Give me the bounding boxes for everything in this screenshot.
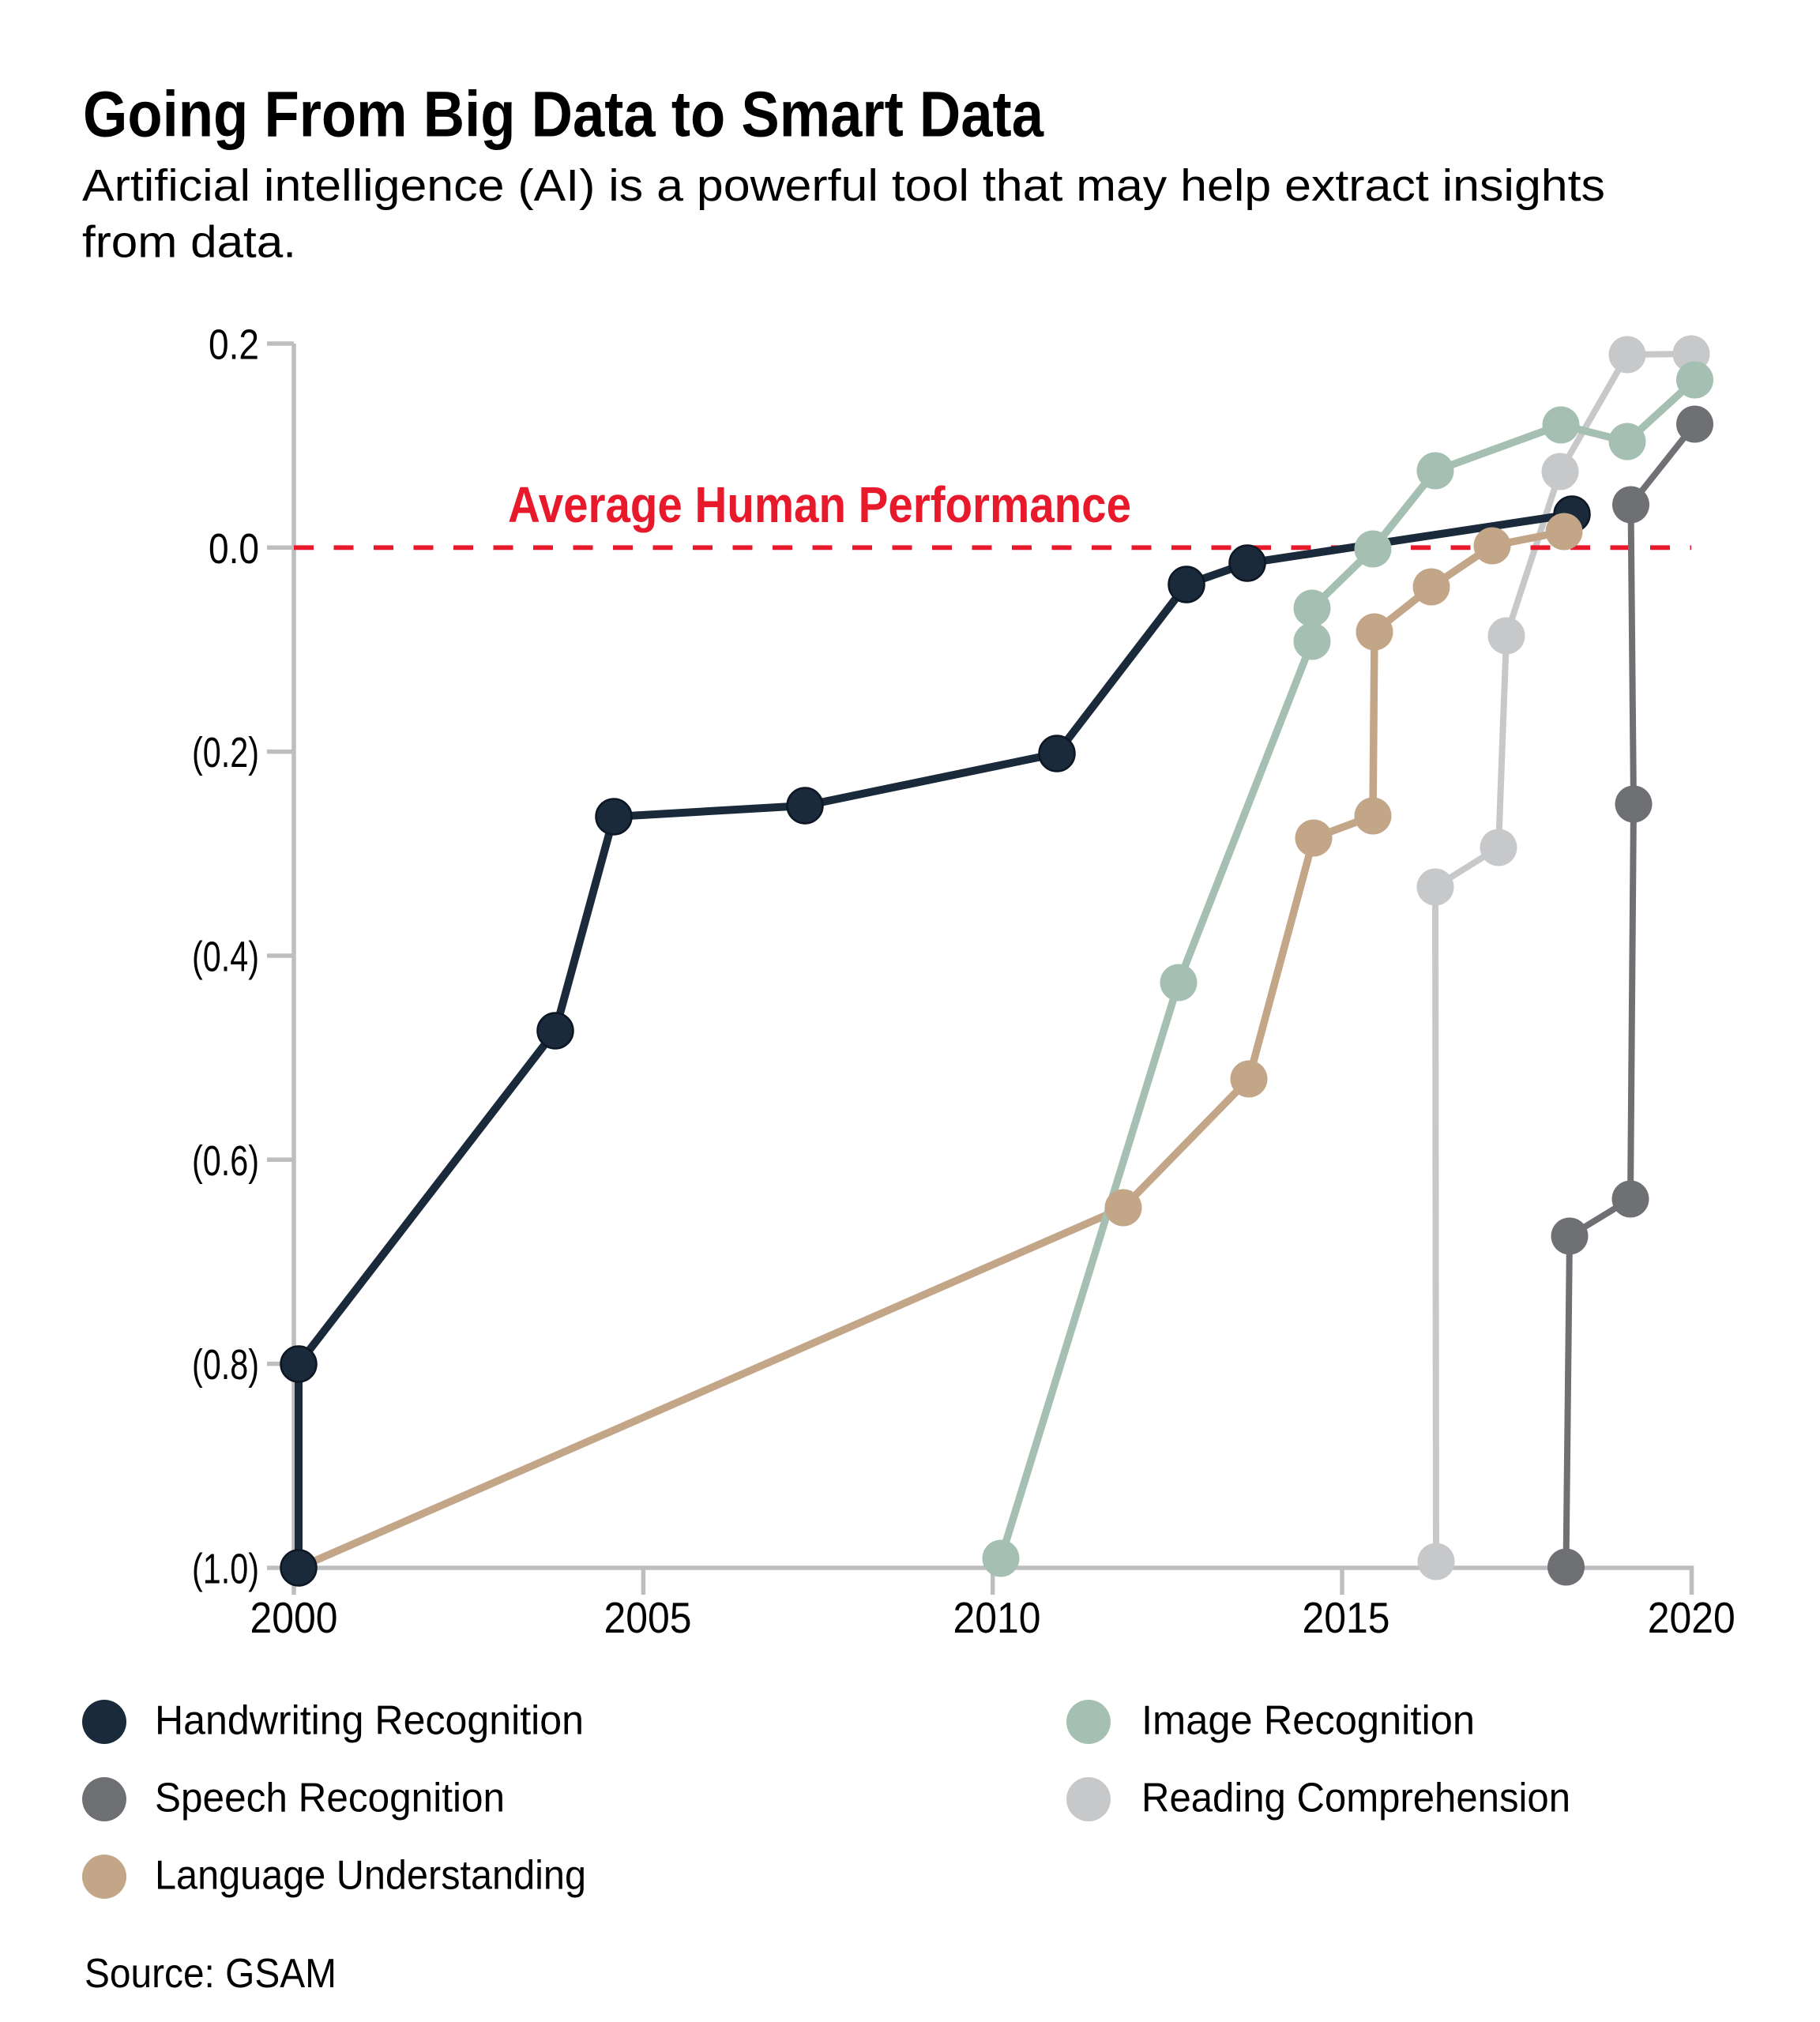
svg-text:Language Understanding: Language Understanding: [155, 1853, 586, 1899]
svg-text:2005: 2005: [604, 1593, 692, 1642]
svg-text:2020: 2020: [1648, 1593, 1735, 1642]
svg-text:(0.2): (0.2): [192, 729, 259, 776]
svg-text:2015: 2015: [1303, 1593, 1390, 1642]
svg-text:2000: 2000: [250, 1593, 338, 1642]
svg-text:Image Recognition: Image Recognition: [1141, 1698, 1475, 1744]
svg-text:Reading Comprehension: Reading Comprehension: [1141, 1776, 1570, 1821]
svg-text:2010: 2010: [953, 1593, 1041, 1642]
svg-text:Average Human Performance: Average Human Performance: [508, 476, 1131, 533]
svg-text:Source: GSAM: Source: GSAM: [85, 1951, 337, 1997]
svg-text:from data.: from data.: [82, 217, 296, 268]
svg-text:Handwriting Recognition: Handwriting Recognition: [155, 1698, 584, 1744]
svg-text:Speech Recognition: Speech Recognition: [155, 1776, 505, 1821]
svg-text:(0.8): (0.8): [192, 1341, 259, 1389]
svg-text:(1.0): (1.0): [192, 1546, 259, 1593]
svg-text:0.2: 0.2: [209, 321, 259, 369]
svg-text:Going From Big Data to Smart D: Going From Big Data to Smart Data: [83, 79, 1044, 151]
svg-text:Artificial intelligence (AI) i: Artificial intelligence (AI) is a powerf…: [82, 160, 1605, 211]
svg-text:0.0: 0.0: [209, 525, 259, 573]
svg-text:(0.4): (0.4): [192, 934, 259, 981]
svg-text:(0.6): (0.6): [192, 1137, 259, 1185]
